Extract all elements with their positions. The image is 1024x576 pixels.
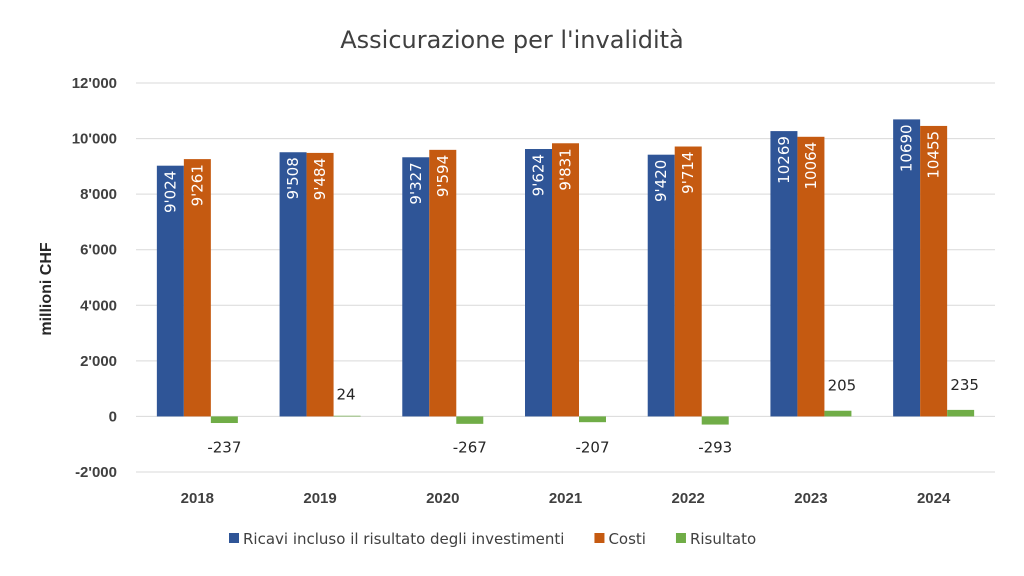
data-label-ricavi-2023: 10269 — [775, 136, 793, 184]
x-tick-label: 2022 — [672, 490, 705, 507]
y-tick-label: 8'000 — [80, 186, 117, 203]
data-label-risultato-2020: -267 — [453, 438, 487, 456]
data-label-ricavi-2018: 9'024 — [161, 171, 179, 213]
bar-ricavi-2018 — [156, 165, 184, 417]
x-tick-label: 2023 — [794, 490, 827, 507]
legend-label-risultato: Risultato — [690, 530, 756, 548]
bar-risultato-2024 — [947, 409, 975, 417]
data-label-ricavi-2022: 9'420 — [652, 160, 670, 202]
bar-ricavi-2019 — [279, 152, 307, 417]
data-label-ricavi-2021: 9'624 — [530, 154, 548, 196]
bar-risultato-2023 — [824, 410, 852, 417]
data-label-risultato-2019: 24 — [337, 385, 356, 403]
data-label-costi-2021: 9'831 — [557, 148, 575, 190]
bar-costi-2022 — [674, 146, 702, 417]
x-tick-label: 2024 — [917, 490, 951, 507]
legend-swatch-ricavi — [229, 533, 239, 543]
bar-ricavi-2021 — [525, 149, 552, 417]
bar-ricavi-2022 — [647, 154, 675, 417]
x-tick-label: 2019 — [303, 490, 336, 507]
legend: Ricavi incluso il risultato degli invest… — [229, 530, 756, 548]
bar-costi-2019 — [306, 152, 334, 417]
x-tick-label: 2018 — [181, 490, 214, 507]
data-labels: 9'024 9'261 -237 9'508 9'484 24 9'327 9'594 -267… — [161, 124, 979, 456]
data-label-ricavi-2020: 9'327 — [407, 162, 425, 204]
bar-costi-2020 — [429, 149, 457, 417]
x-tick-label: 2020 — [426, 490, 459, 507]
bar-risultato-2020 — [456, 416, 484, 424]
y-axis-ticks: -2'000 0 2'000 4'000 6'000 8'000 10'000 12'000 — [72, 75, 117, 481]
data-label-costi-2019: 9'484 — [311, 158, 329, 200]
legend-label-costi: Costi — [608, 530, 646, 548]
y-axis-label: millioni CHF — [38, 242, 55, 336]
bar-risultato-2019 — [333, 415, 361, 417]
chart-title: Assicurazione per l'invalidità — [340, 26, 684, 54]
y-tick-label: 12'000 — [72, 75, 117, 92]
data-label-risultato-2023: 205 — [828, 377, 857, 395]
bar-ricavi-2020 — [402, 157, 430, 417]
y-tick-label: 2'000 — [80, 353, 117, 370]
data-label-costi-2022: 9'714 — [679, 152, 697, 194]
data-label-ricavi-2019: 9'508 — [284, 157, 302, 199]
y-tick-label: 0 — [109, 408, 117, 425]
bar-ricavi-2024 — [893, 119, 921, 417]
y-tick-label: 4'000 — [80, 297, 117, 314]
data-label-costi-2023: 10064 — [802, 142, 820, 190]
bar-risultato-2022 — [701, 416, 729, 425]
y-tick-label: 6'000 — [80, 242, 117, 259]
data-label-costi-2020: 9'594 — [434, 155, 452, 197]
data-label-ricavi-2024: 10690 — [898, 124, 916, 172]
data-label-risultato-2024: 235 — [950, 376, 979, 394]
bar-costi-2021 — [552, 143, 579, 417]
y-tick-label: -2'000 — [75, 464, 117, 481]
data-label-costi-2018: 9'261 — [188, 164, 206, 206]
bar-ricavi-2023 — [770, 131, 798, 417]
bar-risultato-2018 — [210, 416, 238, 424]
legend-swatch-risultato — [675, 533, 686, 543]
x-tick-label: 2021 — [549, 490, 582, 507]
x-axis-ticks: 2018 2019 2020 2021 2022 2023 2024 — [181, 490, 951, 507]
bar-costi-2024 — [920, 125, 948, 417]
data-label-costi-2024: 10455 — [925, 131, 943, 179]
bar-costi-2023 — [797, 136, 825, 417]
legend-label-ricavi: Ricavi incluso il risultato degli invest… — [243, 530, 564, 548]
data-label-risultato-2022: -293 — [698, 438, 732, 456]
data-label-risultato-2021: -207 — [575, 438, 609, 456]
bar-costi-2018 — [183, 159, 211, 417]
legend-swatch-costi — [594, 533, 605, 543]
data-label-risultato-2018: -237 — [207, 438, 241, 456]
bars — [156, 119, 975, 425]
bar-risultato-2021 — [579, 416, 606, 423]
y-tick-label: 10'000 — [72, 131, 117, 148]
